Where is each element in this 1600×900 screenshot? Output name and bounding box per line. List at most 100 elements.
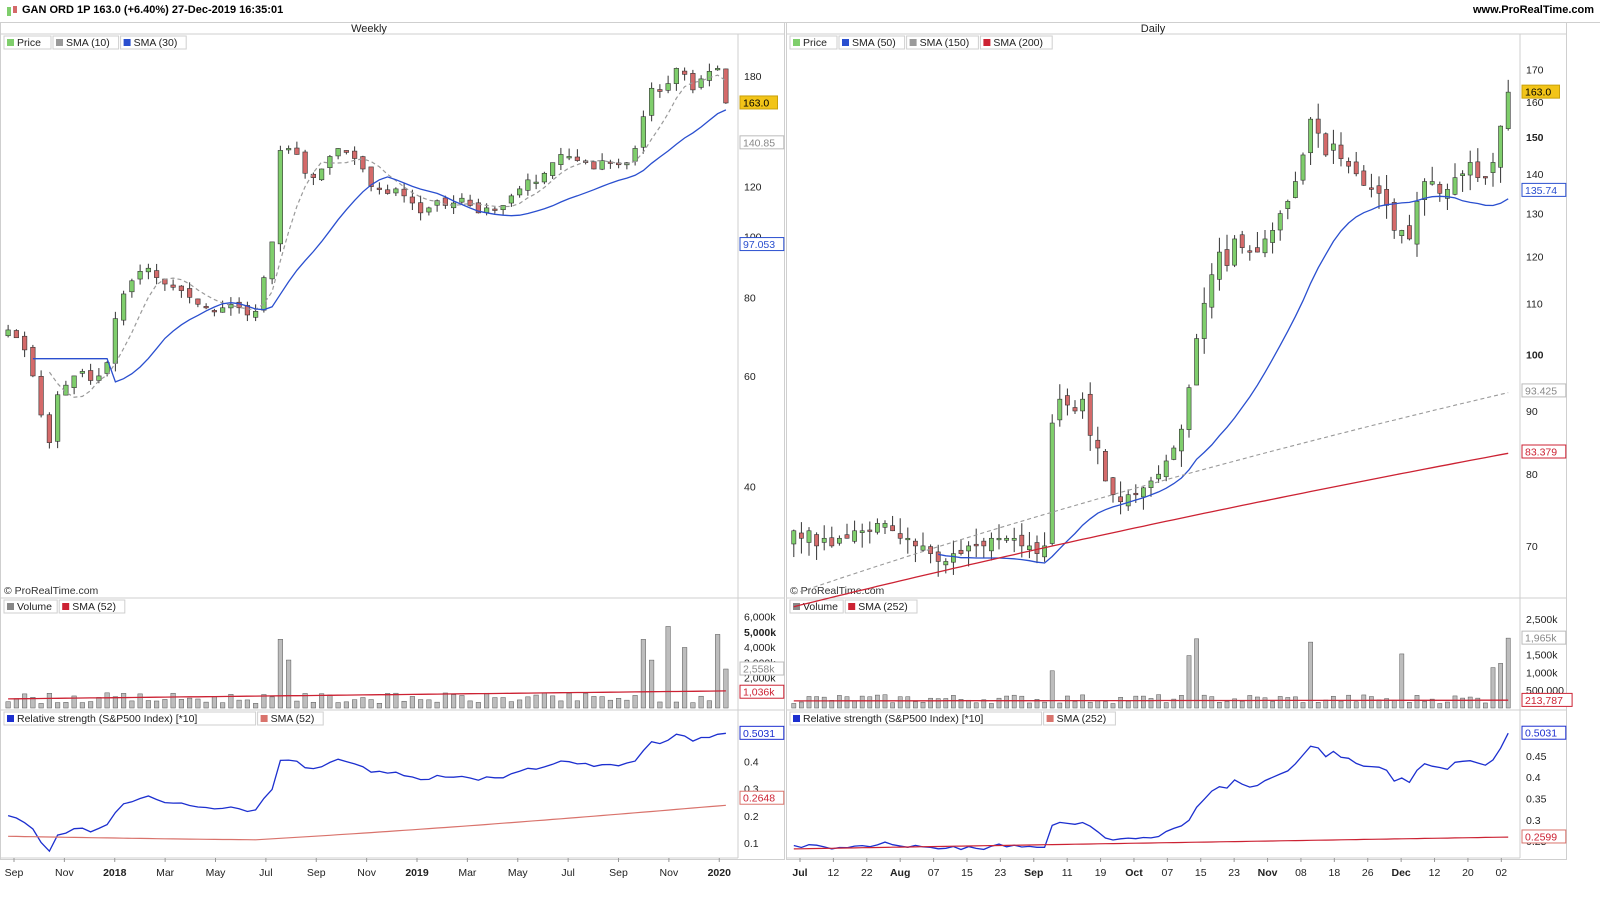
rs-legend-box bbox=[257, 711, 324, 726]
x-tick-label: 20 bbox=[1462, 867, 1474, 879]
rs-legend-swatch bbox=[1046, 715, 1054, 722]
volume-bar bbox=[269, 696, 275, 709]
rs-legend-label: Relative strength (S&P500 Index) [*10] bbox=[803, 713, 983, 725]
volume-bar bbox=[791, 703, 797, 709]
candle-body bbox=[121, 293, 127, 321]
volume-bar bbox=[723, 668, 729, 709]
x-tick-label: 26 bbox=[1362, 867, 1374, 879]
candle-body bbox=[905, 537, 911, 541]
candle-body bbox=[360, 156, 366, 170]
sma-200-label: 83.379 bbox=[1525, 447, 1557, 459]
candle-body bbox=[1125, 494, 1131, 507]
candle-body bbox=[706, 71, 712, 81]
x-tick-label: 11 bbox=[1062, 867, 1073, 879]
candle-body bbox=[913, 540, 918, 547]
x-tick-label: Jul bbox=[259, 867, 272, 879]
volume-bar bbox=[154, 700, 160, 709]
price-tick: 90 bbox=[1526, 406, 1538, 418]
volume-bar bbox=[1445, 701, 1450, 709]
volume-bar bbox=[799, 701, 804, 709]
volume-sma-label-bg bbox=[1521, 692, 1573, 707]
candle-body bbox=[1293, 181, 1298, 198]
volume-legend-label: SMA (52) bbox=[72, 601, 116, 613]
volume-bar bbox=[104, 692, 110, 709]
candle-body bbox=[533, 181, 539, 184]
volume-bar bbox=[71, 695, 77, 709]
candle-body bbox=[806, 530, 812, 543]
site-link[interactable]: www.ProRealTime.com bbox=[1472, 4, 1594, 16]
rs-legend-box bbox=[789, 711, 1043, 726]
volume-bar bbox=[1384, 698, 1389, 709]
rs-sma-label: 0.2648 bbox=[743, 793, 775, 805]
volume-bar bbox=[698, 695, 704, 709]
rs-sma-label-bg bbox=[739, 790, 785, 805]
x-tick-label: Mar bbox=[156, 867, 175, 879]
candle-body bbox=[104, 362, 110, 374]
chart-area[interactable]: Weekly Price SMA (10) SMA (30) Volume SMA (52… bbox=[0, 22, 1600, 900]
price-tick: 140 bbox=[1526, 169, 1544, 181]
rs-line bbox=[793, 732, 1509, 851]
volume-bar bbox=[1141, 695, 1146, 709]
last-price-label: 163.0 bbox=[1525, 87, 1551, 99]
candle-body bbox=[1239, 234, 1245, 248]
candle-body bbox=[1429, 181, 1435, 185]
candle-body bbox=[30, 346, 36, 377]
volume-bar bbox=[844, 696, 850, 709]
volume-bar bbox=[1323, 699, 1329, 709]
candle-body bbox=[1277, 213, 1283, 231]
price-tick: 80 bbox=[744, 292, 756, 304]
volume-bar bbox=[665, 626, 671, 709]
candle-body bbox=[935, 551, 941, 562]
rs-sma-label-bg bbox=[1521, 829, 1567, 844]
volume-bar bbox=[574, 700, 580, 709]
candle-body bbox=[973, 543, 979, 547]
volume-bar bbox=[63, 702, 69, 709]
volume-bar bbox=[640, 639, 646, 709]
volume-bar bbox=[55, 702, 61, 709]
volume-bar bbox=[1475, 697, 1481, 709]
candle-body bbox=[79, 371, 85, 374]
candle-body bbox=[1338, 144, 1344, 159]
volume-last-label: 2,558k bbox=[743, 664, 775, 676]
volume-bar bbox=[13, 698, 19, 709]
candle-body bbox=[71, 375, 77, 388]
volume-bar bbox=[1171, 698, 1177, 709]
x-tick-label: May bbox=[508, 867, 529, 879]
volume-bar bbox=[525, 696, 531, 709]
candle-body bbox=[1004, 537, 1009, 541]
candle-body bbox=[966, 545, 971, 552]
volume-bar bbox=[1179, 695, 1184, 709]
sma-30-label: 97.053 bbox=[743, 239, 775, 251]
candle-body bbox=[1133, 492, 1139, 496]
candle-body bbox=[550, 162, 556, 176]
price-tick: 170 bbox=[1526, 65, 1544, 77]
candle-body bbox=[46, 414, 52, 443]
volume-bar bbox=[1255, 696, 1260, 709]
candle-body bbox=[1201, 302, 1207, 339]
x-tick-label: 15 bbox=[961, 867, 973, 879]
volume-bar bbox=[657, 701, 663, 709]
rs-sma-label: 0.2599 bbox=[1525, 831, 1557, 843]
volume-bar bbox=[989, 703, 994, 709]
candle-body bbox=[13, 330, 19, 339]
x-tick-label: 07 bbox=[928, 867, 940, 879]
volume-sma-label: 1,036k bbox=[743, 687, 775, 699]
volume-bar bbox=[973, 702, 979, 709]
volume-bar bbox=[649, 659, 655, 709]
volume-bar bbox=[1027, 702, 1032, 709]
volume-bar bbox=[319, 693, 325, 709]
volume-bar bbox=[1095, 700, 1101, 709]
volume-bar bbox=[1498, 663, 1503, 709]
volume-bar bbox=[1346, 694, 1351, 709]
candle-body bbox=[1087, 393, 1093, 436]
rs-legend-label: SMA (52) bbox=[271, 713, 315, 725]
volume-bar bbox=[566, 692, 572, 709]
volume-bar bbox=[1429, 698, 1435, 709]
candle-body bbox=[376, 187, 382, 190]
volume-bar bbox=[401, 700, 407, 709]
volume-bar bbox=[1080, 694, 1085, 709]
volume-bar bbox=[583, 693, 589, 709]
volume-bar bbox=[1422, 701, 1427, 709]
volume-bar bbox=[591, 696, 597, 709]
volume-bar bbox=[236, 699, 242, 709]
